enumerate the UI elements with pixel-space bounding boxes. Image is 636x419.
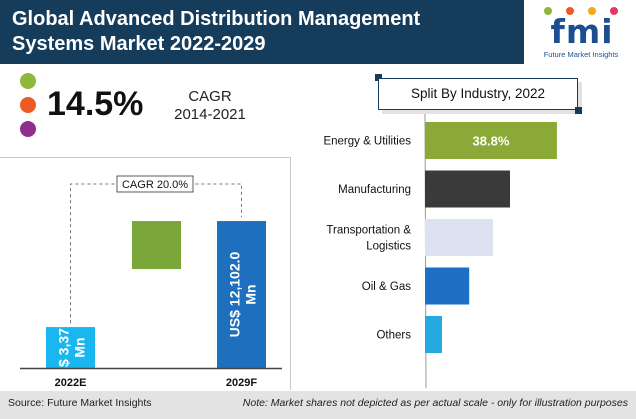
footer-note: Note: Market shares not depicted as per …	[242, 397, 628, 409]
industry-bar-0	[425, 122, 557, 159]
split-title-box: Split By Industry, 2022	[378, 78, 578, 110]
cagr-label-block: CAGR 2014-2021	[166, 88, 254, 124]
cagr-annotation: CAGR 20.0%	[122, 179, 188, 191]
industry-label-2-line1: Logistics	[366, 241, 411, 253]
split-chart-title: Split By Industry, 2022	[410, 86, 546, 101]
industry-label-0: Energy & Utilities	[323, 136, 411, 148]
industry-label-3: Oil & Gas	[362, 281, 411, 293]
bullet-dot-green	[20, 73, 36, 89]
footer-source: Source: Future Market Insights	[8, 397, 152, 409]
growth-block	[132, 221, 181, 270]
cagr-value: 14.5%	[47, 85, 144, 123]
logo: fmi	[550, 12, 614, 51]
industry-bar-2	[425, 219, 493, 256]
cagr-annotation-box	[116, 175, 194, 193]
value-bar-2029F	[217, 221, 266, 368]
cagr-label: CAGR	[188, 88, 232, 105]
industry-bar-3	[425, 267, 470, 305]
category-label-2029F: 2029F	[226, 377, 257, 389]
cagr-period: 2014-2021	[174, 106, 246, 123]
industry-label-2-line0: Transportation &	[326, 225, 411, 237]
logo-subtitle: Future Market Insights	[543, 50, 619, 59]
bullet-dot-orange	[20, 97, 36, 113]
footer-bar	[0, 391, 636, 419]
title-box-corner-top	[375, 74, 382, 81]
industry-split-chart: Energy & Utilities 38.8% Manufacturing Tran…	[323, 111, 557, 389]
industry-label-1: Manufacturing	[338, 184, 411, 196]
industry-bar-1	[425, 170, 510, 208]
category-label-2022E: 2022E	[55, 377, 87, 389]
value-bar-2022E	[46, 327, 95, 368]
page-title: Global Advanced Distribution Management …	[12, 8, 421, 55]
industry-label-4: Others	[376, 330, 411, 342]
industry-value-0: 38.8%	[473, 134, 510, 149]
bullet-dot-purple	[20, 121, 36, 137]
value-label-2022E: US$ 3,371.0Mn	[56, 308, 88, 386]
industry-bar-4	[425, 316, 442, 353]
value-label-2029F: US$ 12,102.0Mn	[227, 252, 259, 338]
logo-figures-icon	[540, 4, 624, 23]
section-divider-horizontal	[0, 157, 290, 158]
section-divider-vertical	[290, 157, 291, 390]
title-box-corner-bottom	[575, 107, 582, 114]
